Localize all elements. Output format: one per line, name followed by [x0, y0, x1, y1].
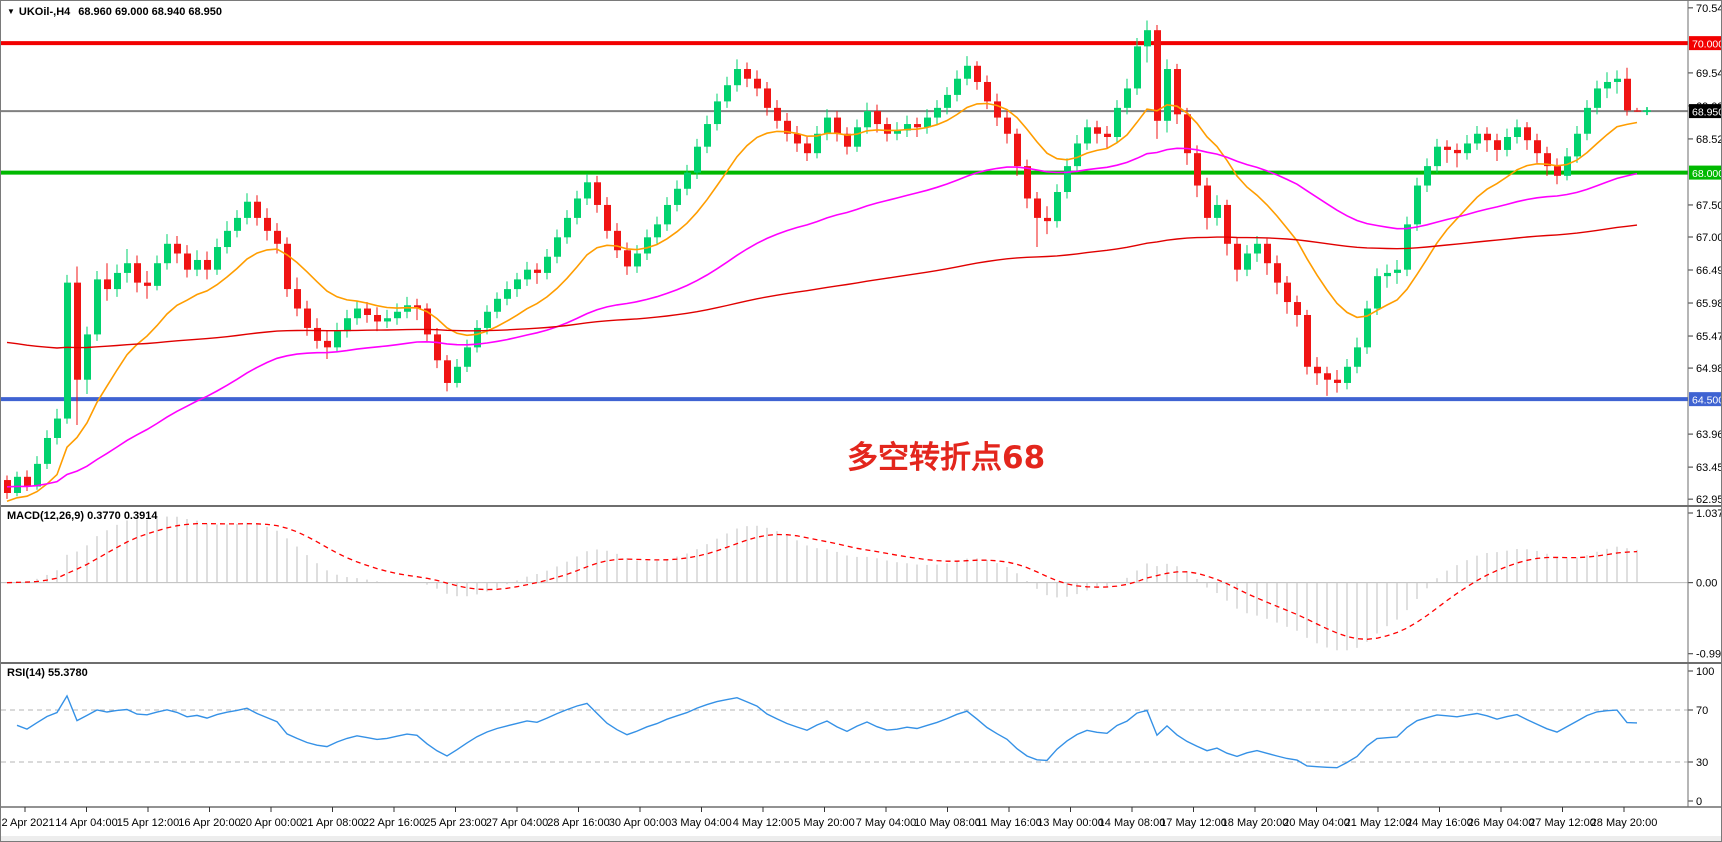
price-tick-label: 67.500: [1696, 200, 1722, 212]
horizontal-level-lines: [1, 41, 1688, 402]
time-label: 16 Apr 20:00: [178, 817, 241, 829]
price-tick-label: 63.450: [1696, 462, 1722, 474]
ma-slow-red: [6, 224, 1638, 349]
time-label: 21 May 12:00: [1344, 817, 1412, 829]
time-label: 24 May 16:00: [1406, 817, 1473, 829]
time-label: 22 Apr 16:00: [362, 817, 426, 829]
time-label: 3 May 04:00: [671, 817, 732, 829]
rsi-tick-label: 100: [1696, 666, 1714, 678]
panel-frame: [1, 1, 1721, 808]
price-badge-label: 64.500: [1692, 395, 1722, 407]
bottom-strip: [1, 836, 1721, 841]
rsi-value: 55.3780: [47, 667, 88, 679]
macd-tick-label: 1.0375: [1696, 508, 1722, 520]
time-axis-ticks: [24, 807, 1625, 812]
price-badge-label: 68.000: [1692, 168, 1722, 180]
price-badge-68.000: [1689, 165, 1721, 180]
price-tick-label: 68.520: [1696, 134, 1722, 146]
time-label: 15 Apr 12:00: [116, 817, 180, 829]
price-tick-label: 65.475: [1696, 331, 1722, 343]
time-label: 17 May 12:00: [1160, 817, 1227, 829]
price-tick-label: 67.005: [1696, 232, 1722, 244]
macd-tick-label: 0.00: [1696, 578, 1717, 590]
price-tick-label: 65.985: [1696, 298, 1722, 310]
macd-signal-value: 0.3914: [123, 510, 158, 522]
time-label: 5 May 20:00: [794, 817, 855, 829]
price-tick-label: 64.980: [1696, 363, 1722, 375]
macd-name: MACD(12,26,9): [7, 510, 85, 522]
time-label: 7 May 04:00: [855, 817, 917, 829]
time-label: 14 Apr 04:00: [55, 817, 118, 829]
time-label: 26 May 04:00: [1467, 817, 1535, 829]
price-badge-64.500: [1689, 392, 1721, 407]
time-axis[interactable]: 12 Apr 2021 14 Apr 04:00 15 Apr 12:00 16 Ap…: [1, 813, 1688, 837]
moving-averages: [6, 102, 1638, 503]
time-label: 21 Apr 08:00: [301, 817, 364, 829]
rsi-panel: 100 70 30 0: [1, 666, 1714, 808]
price-tick-label: 62.955: [1696, 494, 1722, 506]
macd-tick-label: -0.9994: [1696, 649, 1722, 661]
price-tick-label: 66.495: [1696, 265, 1722, 277]
ohlc-quote-label: 68.960 69.000 68.940 68.950: [78, 6, 223, 18]
rsi-indicator-label: RSI(14) 55.3780: [7, 667, 88, 679]
time-label: 27 Apr 04:00: [485, 817, 549, 829]
price-tick-label: 70.545: [1696, 3, 1722, 15]
last-price-marker: [1643, 107, 1651, 116]
annotation-text: 多空转折点68: [847, 440, 1046, 476]
rsi-tick-label: 70: [1696, 705, 1708, 717]
macd-main-value: 0.3770: [87, 510, 121, 522]
symbol-timeframe-label: UKOil-,H4: [18, 6, 71, 18]
time-label: 28 Apr 16:00: [547, 817, 610, 829]
time-label: 18 May 20:00: [1221, 817, 1289, 829]
price-badge-label: 70.000: [1692, 39, 1722, 51]
time-label: 20 May 04:00: [1283, 817, 1350, 829]
ma-fast-orange: [6, 102, 1638, 503]
price-tick-label: 63.960: [1696, 429, 1722, 441]
chart-title: ▼ UKOil-,H4 68.960 69.000 68.940 68.950: [7, 6, 222, 18]
ma-mid-magenta: [6, 147, 1638, 488]
rsi-tick-label: 30: [1696, 757, 1708, 769]
time-label: 10 May 08:00: [914, 817, 981, 829]
price-badge-label: 68.950: [1692, 107, 1722, 119]
time-label: 14 May 08:00: [1098, 817, 1166, 829]
time-label: 25 Apr 23:00: [424, 817, 487, 829]
macd-panel: 1.0375 0.00 -0.9994: [1, 508, 1722, 661]
candlestick-series: [4, 20, 1641, 499]
rsi-name: RSI(14): [7, 667, 45, 679]
time-label: 20 Apr 00:00: [239, 817, 303, 829]
price-tick-label: 69.540: [1696, 68, 1722, 80]
time-label: 11 May 16:00: [976, 817, 1042, 829]
price-badge-68.950: [1689, 104, 1721, 119]
time-label: 12 Apr 2021: [0, 817, 55, 829]
time-label: 4 May 12:00: [732, 817, 794, 829]
rsi-line: [16, 694, 1638, 769]
price-scale: 70.54569.54069.03068.52067.50067.00566.4…: [1688, 3, 1722, 506]
time-label: 28 May 20:00: [1590, 817, 1658, 829]
macd-signal-line: [6, 522, 1638, 640]
time-label: 30 Apr 00:00: [608, 817, 672, 829]
time-label: 13 May 00:00: [1037, 817, 1104, 829]
rsi-tick-label: 0: [1696, 796, 1702, 808]
time-label: 27 May 12:00: [1529, 817, 1596, 829]
symbol-dropdown-icon[interactable]: ▼: [7, 7, 15, 16]
macd-indicator-label: MACD(12,26,9) 0.3770 0.3914: [7, 510, 157, 522]
price-badge-70.000: [1689, 36, 1721, 51]
